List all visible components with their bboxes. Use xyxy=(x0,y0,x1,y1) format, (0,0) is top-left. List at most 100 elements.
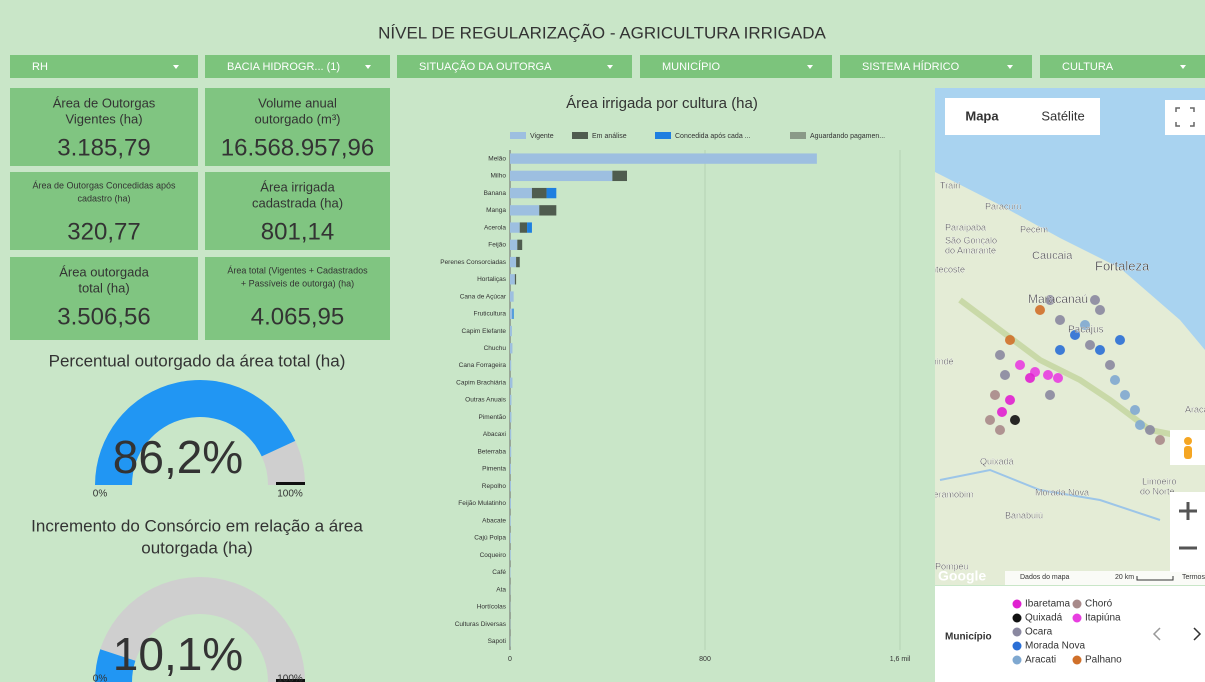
bar-segment xyxy=(510,429,511,439)
bar-segment xyxy=(510,343,512,353)
map-legend-dot xyxy=(1013,642,1022,651)
map-marker[interactable] xyxy=(1145,425,1155,435)
gauge-value-label: 86,2% xyxy=(113,431,243,483)
map-marker[interactable] xyxy=(1043,370,1053,380)
bar-segment xyxy=(517,240,522,250)
map-footer-text: Termos xyxy=(1182,574,1205,581)
map-marker[interactable] xyxy=(997,407,1007,417)
map-marker[interactable] xyxy=(1095,305,1105,315)
map-legend-dot xyxy=(1073,656,1082,665)
gauge-title: Percentual outorgado da área total (ha) xyxy=(49,351,346,370)
filter-dropdown[interactable]: SISTEMA HÍDRICO xyxy=(840,55,1032,78)
map-tab[interactable]: Mapa xyxy=(965,108,999,123)
y-tick-label: Perenes Consorciadas xyxy=(440,259,507,266)
bar-segment xyxy=(515,274,516,284)
map-place-label: Quixadá xyxy=(980,456,1014,466)
legend-swatch xyxy=(655,132,671,139)
bar-segment xyxy=(510,257,516,267)
filter-dropdown[interactable]: RH xyxy=(10,55,198,78)
map-marker[interactable] xyxy=(1130,405,1140,415)
filter-dropdown[interactable]: MUNICÍPIO xyxy=(640,55,832,78)
gauge-max-label: 100% xyxy=(277,489,303,500)
map-legend-label: Choró xyxy=(1085,599,1113,610)
filter-label: CULTURA xyxy=(1062,61,1114,73)
map-place-label: do Amarante xyxy=(945,245,996,255)
map-marker[interactable] xyxy=(1010,415,1020,425)
y-tick-label: Repolho xyxy=(482,483,507,490)
y-tick-label: Sapoti xyxy=(488,638,506,645)
y-tick-label: Café xyxy=(492,569,506,576)
map-place-label: Pecém xyxy=(1020,224,1048,234)
y-tick-label: Outras Anuais xyxy=(465,397,507,404)
map-marker[interactable] xyxy=(1045,390,1055,400)
dashboard: NÍVEL DE REGULARIZAÇÃO - AGRICULTURA IRR… xyxy=(0,0,1205,682)
map-legend-label: Ibaretama xyxy=(1025,599,1070,610)
bar-segment xyxy=(539,205,556,215)
bar-segment xyxy=(520,222,527,232)
filter-label: SISTEMA HÍDRICO xyxy=(862,60,960,73)
gauge-title: Incremento do Consórcio em relação a áre… xyxy=(31,516,363,535)
fullscreen-button[interactable] xyxy=(1165,100,1205,135)
map-marker[interactable] xyxy=(1095,345,1105,355)
map-marker[interactable] xyxy=(1015,360,1025,370)
map-marker[interactable] xyxy=(1035,305,1045,315)
map-place-label: Maracanaú xyxy=(1028,292,1088,306)
map-marker[interactable] xyxy=(1055,345,1065,355)
map-marker[interactable] xyxy=(1085,340,1095,350)
filter-dropdown[interactable]: CULTURA xyxy=(1040,55,1205,78)
kpi-label: Área de Outorgas Concedidas após xyxy=(32,180,176,190)
y-tick-label: Feijão Mulatinho xyxy=(458,500,506,507)
map-marker[interactable] xyxy=(1090,295,1100,305)
gauge-min-label: 0% xyxy=(93,674,108,682)
map-legend-dot xyxy=(1073,600,1082,609)
map-legend-dot xyxy=(1013,614,1022,623)
y-tick-label: Banana xyxy=(484,190,507,197)
bar-segment xyxy=(510,240,517,250)
filter-label: SITUAÇÃO DA OUTORGA xyxy=(419,60,552,73)
kpi-label: Volume anual xyxy=(258,95,337,110)
map-marker[interactable] xyxy=(995,350,1005,360)
legend-label: Vigente xyxy=(530,133,554,140)
map-marker[interactable] xyxy=(1115,335,1125,345)
y-tick-label: Beterraba xyxy=(477,448,506,455)
bar-segment xyxy=(510,274,515,284)
map-marker[interactable] xyxy=(1110,375,1120,385)
map-marker[interactable] xyxy=(1135,420,1145,430)
map-legend-label: Palhano xyxy=(1085,655,1122,666)
gauge-end-marker xyxy=(276,482,305,485)
map-legend-label: Quixadá xyxy=(1025,613,1063,624)
kpi-label: Área outorgada xyxy=(59,264,149,279)
kpi-label: total (ha) xyxy=(78,280,129,295)
filter-dropdown[interactable]: SITUAÇÃO DA OUTORGA xyxy=(397,55,632,78)
map-marker[interactable] xyxy=(1005,335,1015,345)
filter-label: BACIA HIDROGR... (1) xyxy=(227,61,340,73)
map-marker[interactable] xyxy=(1120,390,1130,400)
map-marker[interactable] xyxy=(990,390,1000,400)
filter-label: RH xyxy=(32,61,48,73)
filter-dropdown[interactable]: BACIA HIDROGR... (1) xyxy=(205,55,390,78)
legend-swatch xyxy=(510,132,526,139)
y-tick-label: Acerola xyxy=(484,224,506,231)
map-marker[interactable] xyxy=(1155,435,1165,445)
map-tab[interactable]: Satélite xyxy=(1041,108,1084,123)
map-marker[interactable] xyxy=(1025,373,1035,383)
map-footer-text: Dados do mapa xyxy=(1020,574,1070,581)
map-marker[interactable] xyxy=(1053,373,1063,383)
y-tick-label: Capim Brachiária xyxy=(456,379,506,386)
y-tick-label: Feijão xyxy=(488,242,506,249)
bar-segment xyxy=(510,171,612,181)
kpi-label: + Passíveis de outorga) (ha) xyxy=(241,278,354,288)
x-tick-label: 1,6 mil xyxy=(890,656,911,663)
map-marker[interactable] xyxy=(1105,360,1115,370)
map-marker[interactable] xyxy=(1055,315,1065,325)
map-marker[interactable] xyxy=(995,425,1005,435)
map-marker[interactable] xyxy=(985,415,995,425)
page-title: NÍVEL DE REGULARIZAÇÃO - AGRICULTURA IRR… xyxy=(378,23,826,42)
kpi-label: Vigentes (ha) xyxy=(65,111,142,126)
y-tick-label: Coqueiro xyxy=(480,552,507,559)
map-marker[interactable] xyxy=(1000,370,1010,380)
map-marker[interactable] xyxy=(1005,395,1015,405)
kpi-label: outorgado (m³) xyxy=(255,111,341,126)
y-tick-label: Hortaliças xyxy=(477,276,507,283)
